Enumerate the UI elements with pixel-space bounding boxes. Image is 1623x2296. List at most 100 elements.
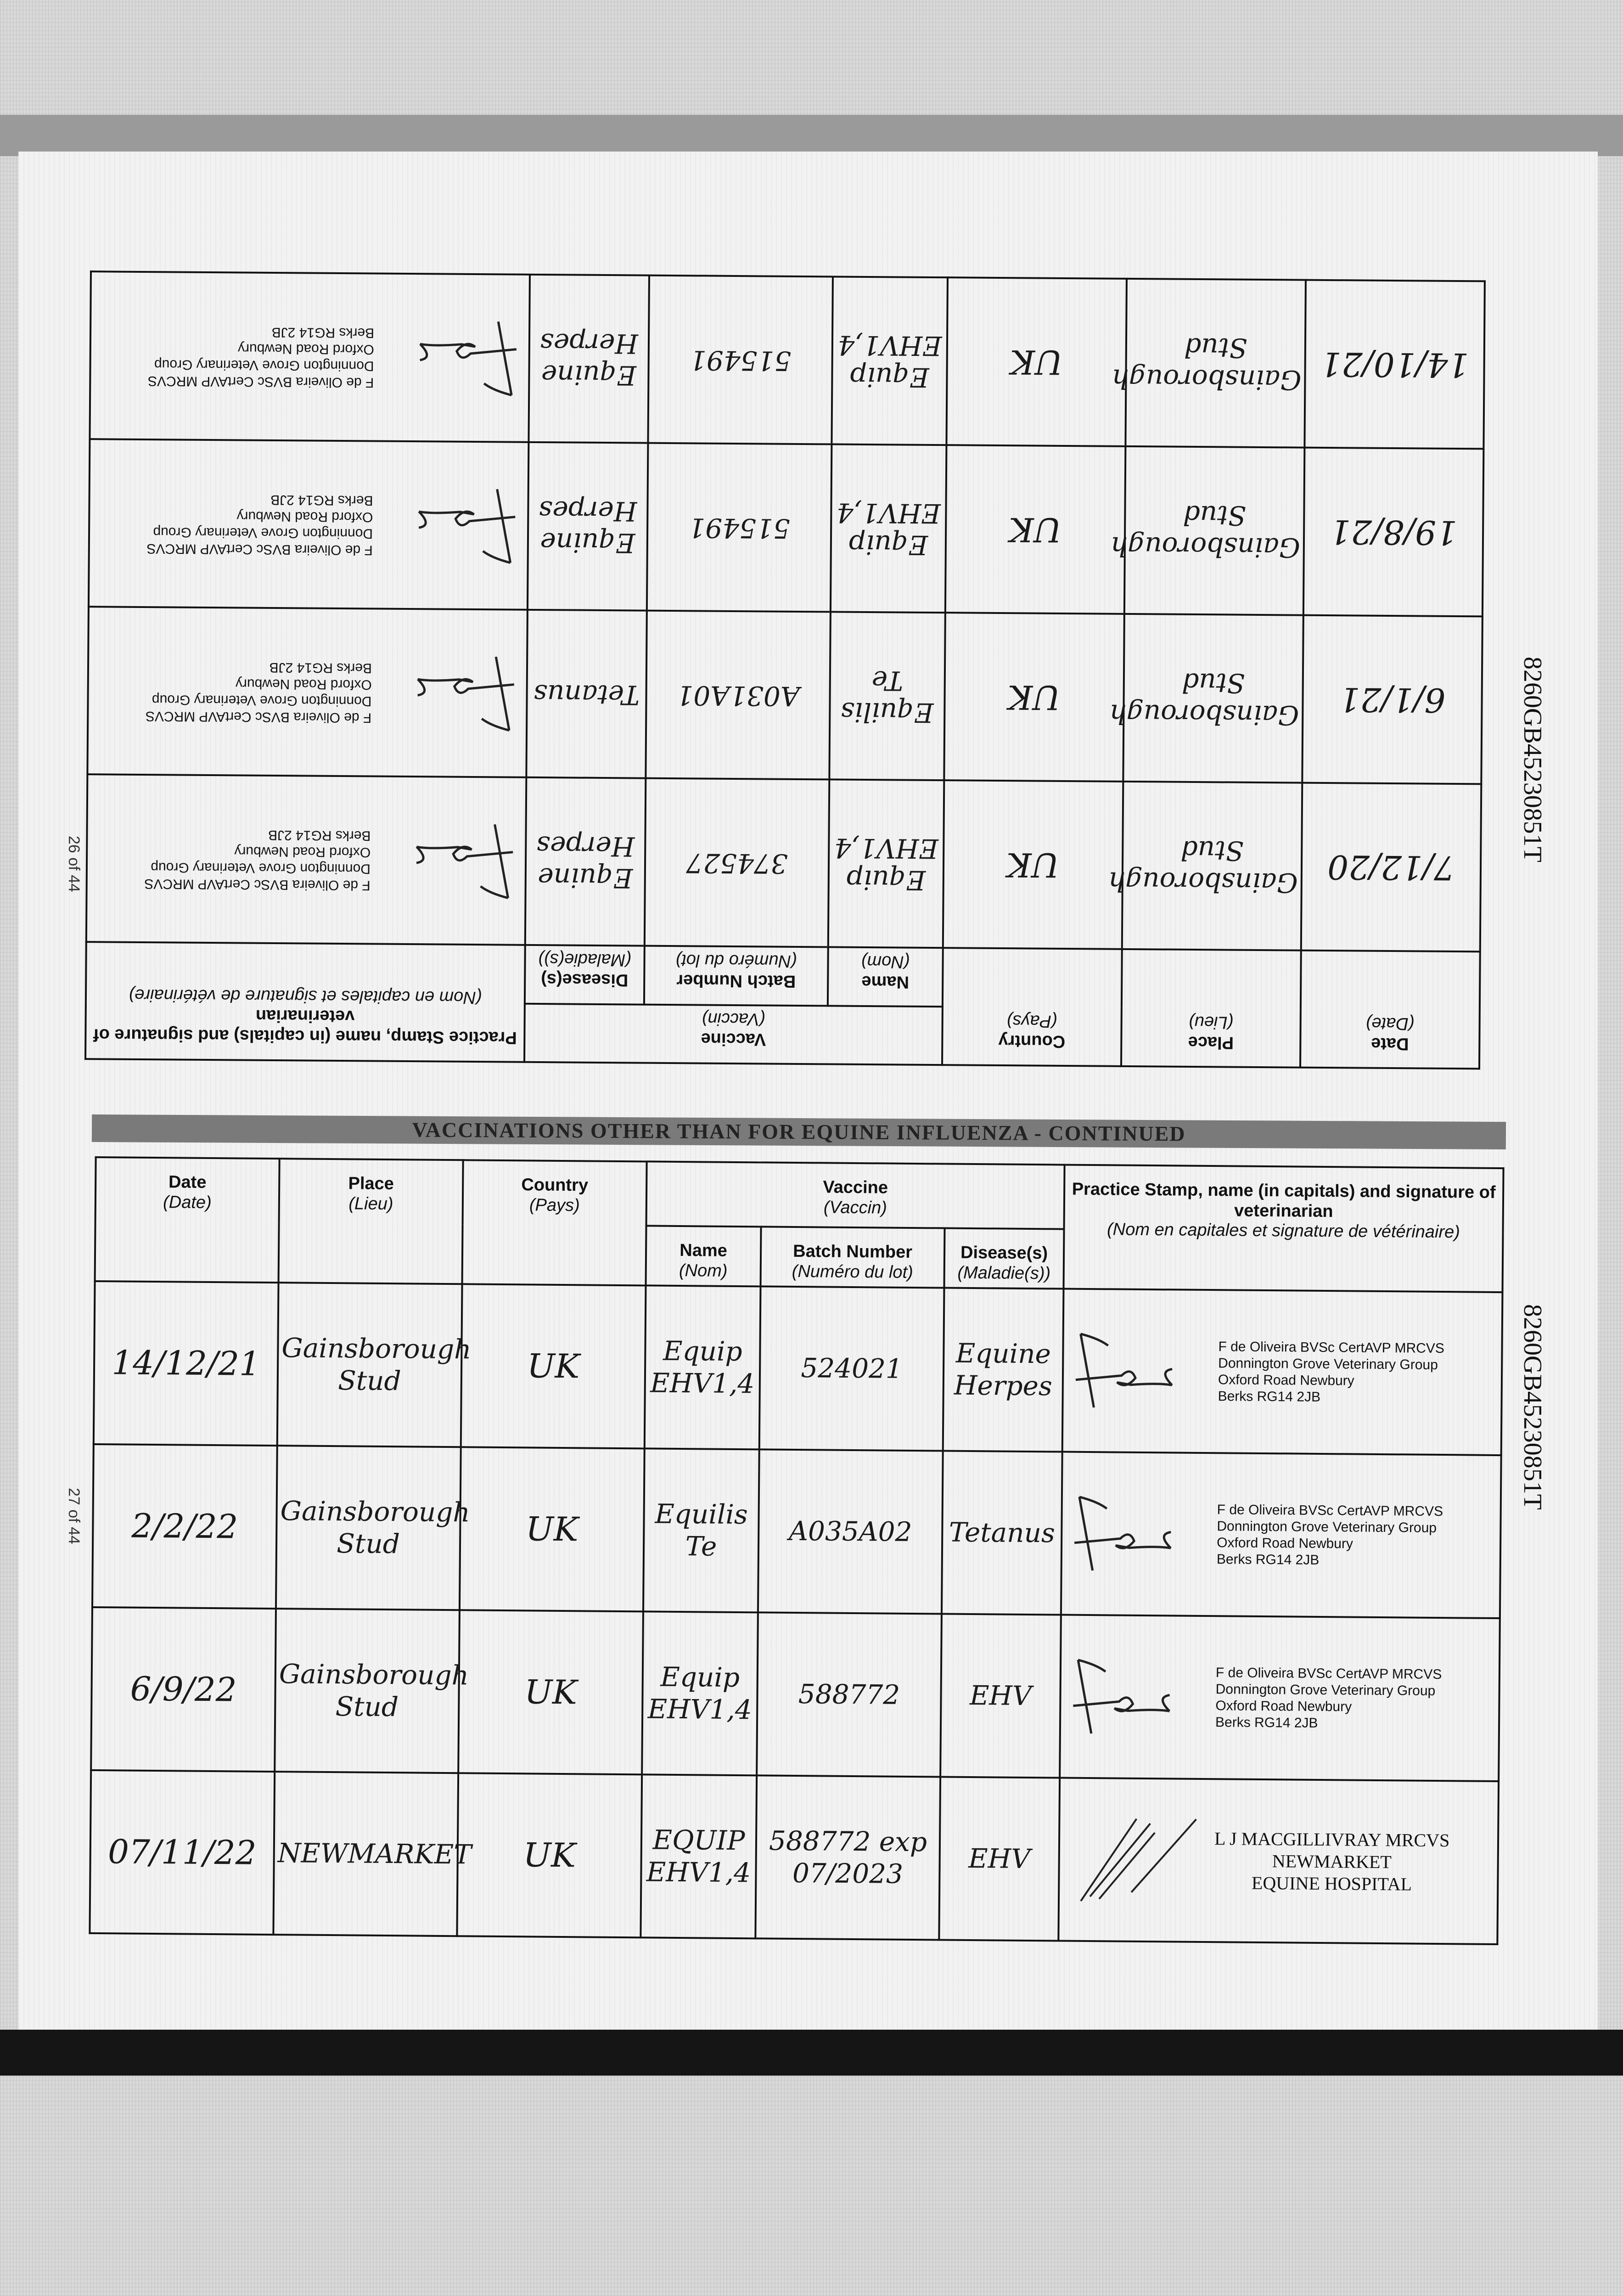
- page-number-left: 26 of 44: [65, 836, 83, 892]
- cell-place: Gainsborough Stud: [275, 1609, 469, 1773]
- cell-stamp: L J MACGILLIVRAY MRCVS NEWMARKET EQUINE HO…: [1058, 1778, 1499, 1945]
- cell-batch: A031A01: [646, 610, 831, 780]
- stamp-line: Oxford Road Newbury: [235, 676, 372, 692]
- table-row: 2/2/22 Gainsborough Stud UK Equilis Te A035A…: [92, 1444, 1501, 1619]
- cell-name: Equip EHV1,4: [830, 444, 947, 613]
- document-id-right: 8260GB45230851T: [1518, 1304, 1547, 1510]
- stamp-line: Donnington Grove Veterinary Group: [1215, 1681, 1436, 1699]
- cell-date: 6/9/22: [91, 1607, 276, 1772]
- stamp-line: F de Oliveira BVSc CertAVP MRCVS: [144, 876, 371, 893]
- stamp-line: EQUINE HOSPITAL: [1251, 1872, 1412, 1895]
- stamp-line: Donnington Grove Veterinary Group: [153, 524, 373, 541]
- cell-batch: 524021: [759, 1286, 944, 1451]
- cell-date: 7/12/20: [1301, 782, 1482, 952]
- practice-stamp: F de Oliveira BVSc CertAVP MRCVS Donningt…: [144, 826, 371, 893]
- cell-country: UK: [457, 1773, 642, 1938]
- signature: [417, 656, 514, 732]
- practice-stamp: F de Oliveira BVSc CertAVP MRCVS Donningt…: [1215, 1665, 1442, 1733]
- practice-stamp: L J MACGILLIVRAY MRCVS NEWMARKET EQUINE HO…: [1214, 1828, 1450, 1896]
- stamp-line: Berks RG14 2JB: [270, 492, 373, 508]
- cell-place: Gainsborough Stud: [1112, 279, 1306, 448]
- stamp-line: Berks RG14 2JB: [271, 324, 375, 341]
- stamp-line: L J MACGILLIVRAY MRCVS: [1214, 1828, 1450, 1851]
- header-stamp: Practice Stamp, name (in capitals) and s…: [1063, 1165, 1504, 1293]
- cell-date: 19/8/21: [1303, 447, 1484, 617]
- header-batch: Batch Number (Numéro du lot): [644, 945, 828, 1006]
- cell-country: UK: [946, 277, 1127, 447]
- stamp-line: Donnington Grove Veterinary Group: [154, 356, 374, 374]
- stamp-line: Donnington Grove Veterinary Group: [1217, 1518, 1437, 1536]
- signature: [416, 824, 513, 899]
- stamp-line: F de Oliveira BVSc CertAVP MRCVS: [147, 373, 374, 390]
- cell-stamp: F de Oliveira BVSc CertAVP MRCVS Donningt…: [90, 271, 530, 443]
- practice-stamp: F de Oliveira BVSc CertAVP MRCVS Donningt…: [146, 490, 373, 558]
- table-row: 19/8/21 Gainsborough Stud UK Equip EHV1,4 51…: [88, 439, 1484, 617]
- stamp-line: Oxford Road Newbury: [237, 341, 374, 357]
- stamp-line: Oxford Road Newbury: [1217, 1535, 1353, 1552]
- cell-place: Gainsborough Stud: [275, 1446, 470, 1610]
- cell-country: UK: [943, 780, 1123, 950]
- cell-place: Gainsborough Stud: [1111, 446, 1305, 615]
- cell-country: UK: [461, 1284, 646, 1449]
- header-country: Country (Pays): [462, 1160, 647, 1286]
- signature: [1073, 1658, 1171, 1733]
- header-country: Country (Pays): [942, 948, 1122, 1066]
- cell-country: UK: [944, 613, 1124, 782]
- header-disease: Disease(s) (Maladie(s)): [944, 1228, 1064, 1289]
- cell-place: Gainsborough Stud: [1108, 782, 1303, 951]
- stamp-line: Donnington Grove Veterinary Group: [151, 859, 371, 877]
- scan-top-band: [0, 115, 1623, 156]
- cell-disease: EHV: [939, 1777, 1060, 1941]
- signature: [419, 321, 517, 396]
- stamp-line: Oxford Road Newbury: [1218, 1372, 1354, 1389]
- stamp-line: F de Oliveira BVSc CertAVP MRCVS: [1215, 1665, 1442, 1682]
- vaccination-table-previous-page: Date (Date) Place (Lieu) Country (Pays) Vac…: [84, 270, 1486, 1069]
- practice-stamp: F de Oliveira BVSc CertAVP MRCVS Donningt…: [1218, 1339, 1444, 1407]
- cell-date: 07/11/22: [90, 1770, 275, 1935]
- practice-stamp: F de Oliveira BVSc CertAVP MRCVS Donningt…: [148, 323, 374, 390]
- stamp-line: F de Oliveira BVSc CertAVP MRCVS: [145, 708, 372, 726]
- header-vaccine: Vaccine (Vaccin): [646, 1161, 1065, 1229]
- stamp-line: Berks RG14 2JB: [1215, 1714, 1318, 1731]
- cell-name: Equip EHV1,4: [831, 276, 948, 445]
- cell-country: UK: [945, 445, 1126, 614]
- stamp-line: Berks RG14 2JB: [1218, 1388, 1321, 1405]
- table-row: 7/12/20 Gainsborough Stud UK Equip EHV1,4 37…: [86, 774, 1482, 952]
- cell-name: Equilis Te: [643, 1448, 759, 1613]
- header-place: Place (Lieu): [1121, 949, 1301, 1068]
- stamp-line: Donnington Grove Veterinary Group: [152, 692, 372, 709]
- cell-batch: 588772: [757, 1612, 942, 1777]
- stamp-line: Berks RG14 2JB: [1216, 1551, 1320, 1568]
- stamp-line: Oxford Road Newbury: [1215, 1698, 1352, 1715]
- signature: [1074, 1495, 1172, 1571]
- table-row: 07/11/22 NEWMARKET UK EQUIP EHV1,4 588772 ex…: [90, 1770, 1499, 1945]
- cell-disease: Equine Herpes: [525, 777, 646, 946]
- cell-disease: Equine Herpes: [943, 1288, 1064, 1452]
- header-date: Date (Date): [95, 1157, 280, 1283]
- cell-disease: EHV: [940, 1614, 1061, 1778]
- scan-bottom-band: [0, 2030, 1623, 2076]
- cell-country: UK: [458, 1610, 643, 1775]
- page-number-right: 27 of 44: [65, 1488, 83, 1544]
- cell-name: Equip EHV1,4: [642, 1611, 758, 1776]
- practice-stamp: F de Oliveira BVSc CertAVP MRCVS Donningt…: [1217, 1502, 1443, 1570]
- header-stamp: Practice Stamp, name (in capitals) and s…: [85, 942, 525, 1062]
- stamp-line: F de Oliveira BVSc CertAVP MRCVS: [1217, 1502, 1443, 1519]
- table-row: 14/12/21 Gainsborough Stud UK Equip EHV1,4 5…: [93, 1281, 1503, 1456]
- header-place: Place (Lieu): [278, 1159, 463, 1284]
- cell-batch: 515491: [646, 443, 832, 612]
- stamp-line: Oxford Road Newbury: [234, 844, 371, 860]
- cell-date: 14/10/21: [1304, 280, 1485, 449]
- vaccination-table: Date (Date) Place (Lieu) Country (Pays) Vac…: [89, 1156, 1504, 1945]
- cell-country: UK: [459, 1447, 645, 1612]
- signature: [1080, 1818, 1197, 1902]
- header-vaccine: Vaccine (Vaccin): [524, 1003, 943, 1065]
- cell-stamp: F de Oliveira BVSc CertAVP MRCVS Donningt…: [87, 607, 528, 778]
- stamp-line: Berks RG14 2JB: [268, 827, 371, 844]
- cell-disease: Equine Herpes: [528, 275, 649, 443]
- cell-batch: A035A02: [758, 1449, 943, 1614]
- cell-place: NEWMARKET: [273, 1772, 472, 1936]
- document-id-left: 8260GB45230851T: [1518, 657, 1547, 862]
- stamp-line: Donnington Grove Veterinary Group: [1218, 1355, 1438, 1373]
- cell-stamp: F de Oliveira BVSc CertAVP MRCVS Donningt…: [88, 439, 529, 610]
